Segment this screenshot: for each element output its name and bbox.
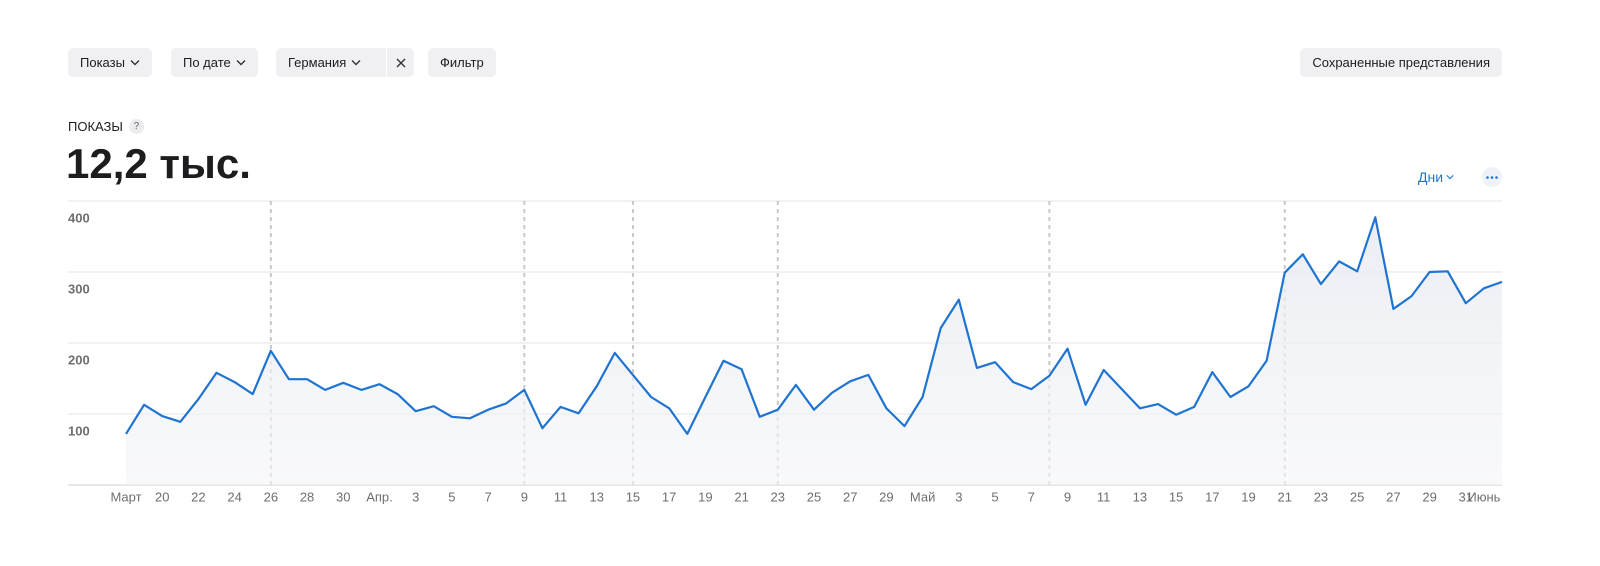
x-tick-label: 23 xyxy=(1314,489,1328,504)
x-tick-label: Июнь xyxy=(1467,489,1500,504)
x-tick-label: 30 xyxy=(336,489,350,504)
filter-button[interactable]: Фильтр xyxy=(428,48,496,77)
x-tick-label: 9 xyxy=(521,489,528,504)
x-tick-label: 17 xyxy=(662,489,676,504)
clear-button[interactable] xyxy=(387,48,414,77)
x-tick-label: 22 xyxy=(191,489,205,504)
x-tick-label: 31 xyxy=(1459,489,1473,504)
y-tick-label: 400 xyxy=(68,210,90,225)
x-tick-label: 7 xyxy=(1028,489,1035,504)
y-tick-label: 300 xyxy=(68,281,90,296)
x-tick-label: 24 xyxy=(227,489,241,504)
metric-value: 12,2 тыс. xyxy=(66,140,251,187)
x-tick-label: 3 xyxy=(412,489,419,504)
x-tick-label: 13 xyxy=(590,489,604,504)
group-dropdown[interactable]: По дате xyxy=(171,48,258,77)
x-tick-label: Март xyxy=(110,489,141,504)
x-tick-label: 15 xyxy=(626,489,640,504)
x-tick-label: 28 xyxy=(300,489,314,504)
x-tick-label: 27 xyxy=(1386,489,1400,504)
x-tick-label: 3 xyxy=(955,489,962,504)
period-dropdown[interactable]: Дни xyxy=(1418,169,1454,185)
dropdown-label: По дате xyxy=(183,55,231,70)
more-icon xyxy=(1486,175,1498,179)
line xyxy=(125,216,1503,435)
chevron xyxy=(236,60,246,66)
x-tick-label: 7 xyxy=(484,489,491,504)
help-icon[interactable]: ? xyxy=(128,119,144,134)
x-tick-label: 25 xyxy=(1350,489,1364,504)
x-tick-label: 27 xyxy=(843,489,857,504)
chevron xyxy=(351,60,361,66)
dropdown-label: Германия xyxy=(288,55,347,70)
button-label: Фильтр xyxy=(440,55,484,70)
saved-views-button[interactable]: Сохраненные представления xyxy=(1300,48,1502,77)
more-button[interactable] xyxy=(1482,167,1502,187)
x-tick-label: Апр. xyxy=(366,489,393,504)
dropdown-label: Показы xyxy=(80,55,125,70)
x-tick-label: 5 xyxy=(448,489,455,504)
x-tick-label: 11 xyxy=(554,489,568,504)
x-tick-label: 11 xyxy=(1097,489,1111,504)
x-tick-label: 5 xyxy=(991,489,998,504)
chevron xyxy=(130,60,140,66)
x-tick-label: 29 xyxy=(1422,489,1436,504)
country-dropdown[interactable]: Германия xyxy=(276,48,386,77)
x-tick-label: 29 xyxy=(879,489,893,504)
metric-label: ПОКАЗЫ xyxy=(68,119,123,134)
y-tick-label: 100 xyxy=(68,423,90,438)
x-tick-label: 17 xyxy=(1205,489,1219,504)
x-tick-label: 19 xyxy=(698,489,712,504)
close-icon xyxy=(396,58,405,67)
metric-dropdown[interactable]: Показы xyxy=(68,48,152,77)
dropdown-label: Дни xyxy=(1418,169,1444,185)
x-tick-label: 19 xyxy=(1241,489,1255,504)
button-label: Сохраненные представления xyxy=(1312,55,1490,70)
x-tick-label: 25 xyxy=(807,489,821,504)
area xyxy=(126,217,1502,486)
x-tick-label: 23 xyxy=(771,489,785,504)
x-tick-label: Май xyxy=(910,489,935,504)
x-tick-label: 21 xyxy=(734,489,748,504)
x-tick-label: 9 xyxy=(1064,489,1071,504)
x-tick-label: 15 xyxy=(1169,489,1183,504)
x-tick-label: 20 xyxy=(155,489,169,504)
metric-header: ПОКАЗЫ ? xyxy=(68,119,144,134)
chevron xyxy=(1446,175,1454,180)
x-tick-label: 26 xyxy=(264,489,278,504)
y-tick-label: 200 xyxy=(68,352,90,367)
x-tick-label: 13 xyxy=(1133,489,1147,504)
x-tick-label: 21 xyxy=(1278,489,1292,504)
